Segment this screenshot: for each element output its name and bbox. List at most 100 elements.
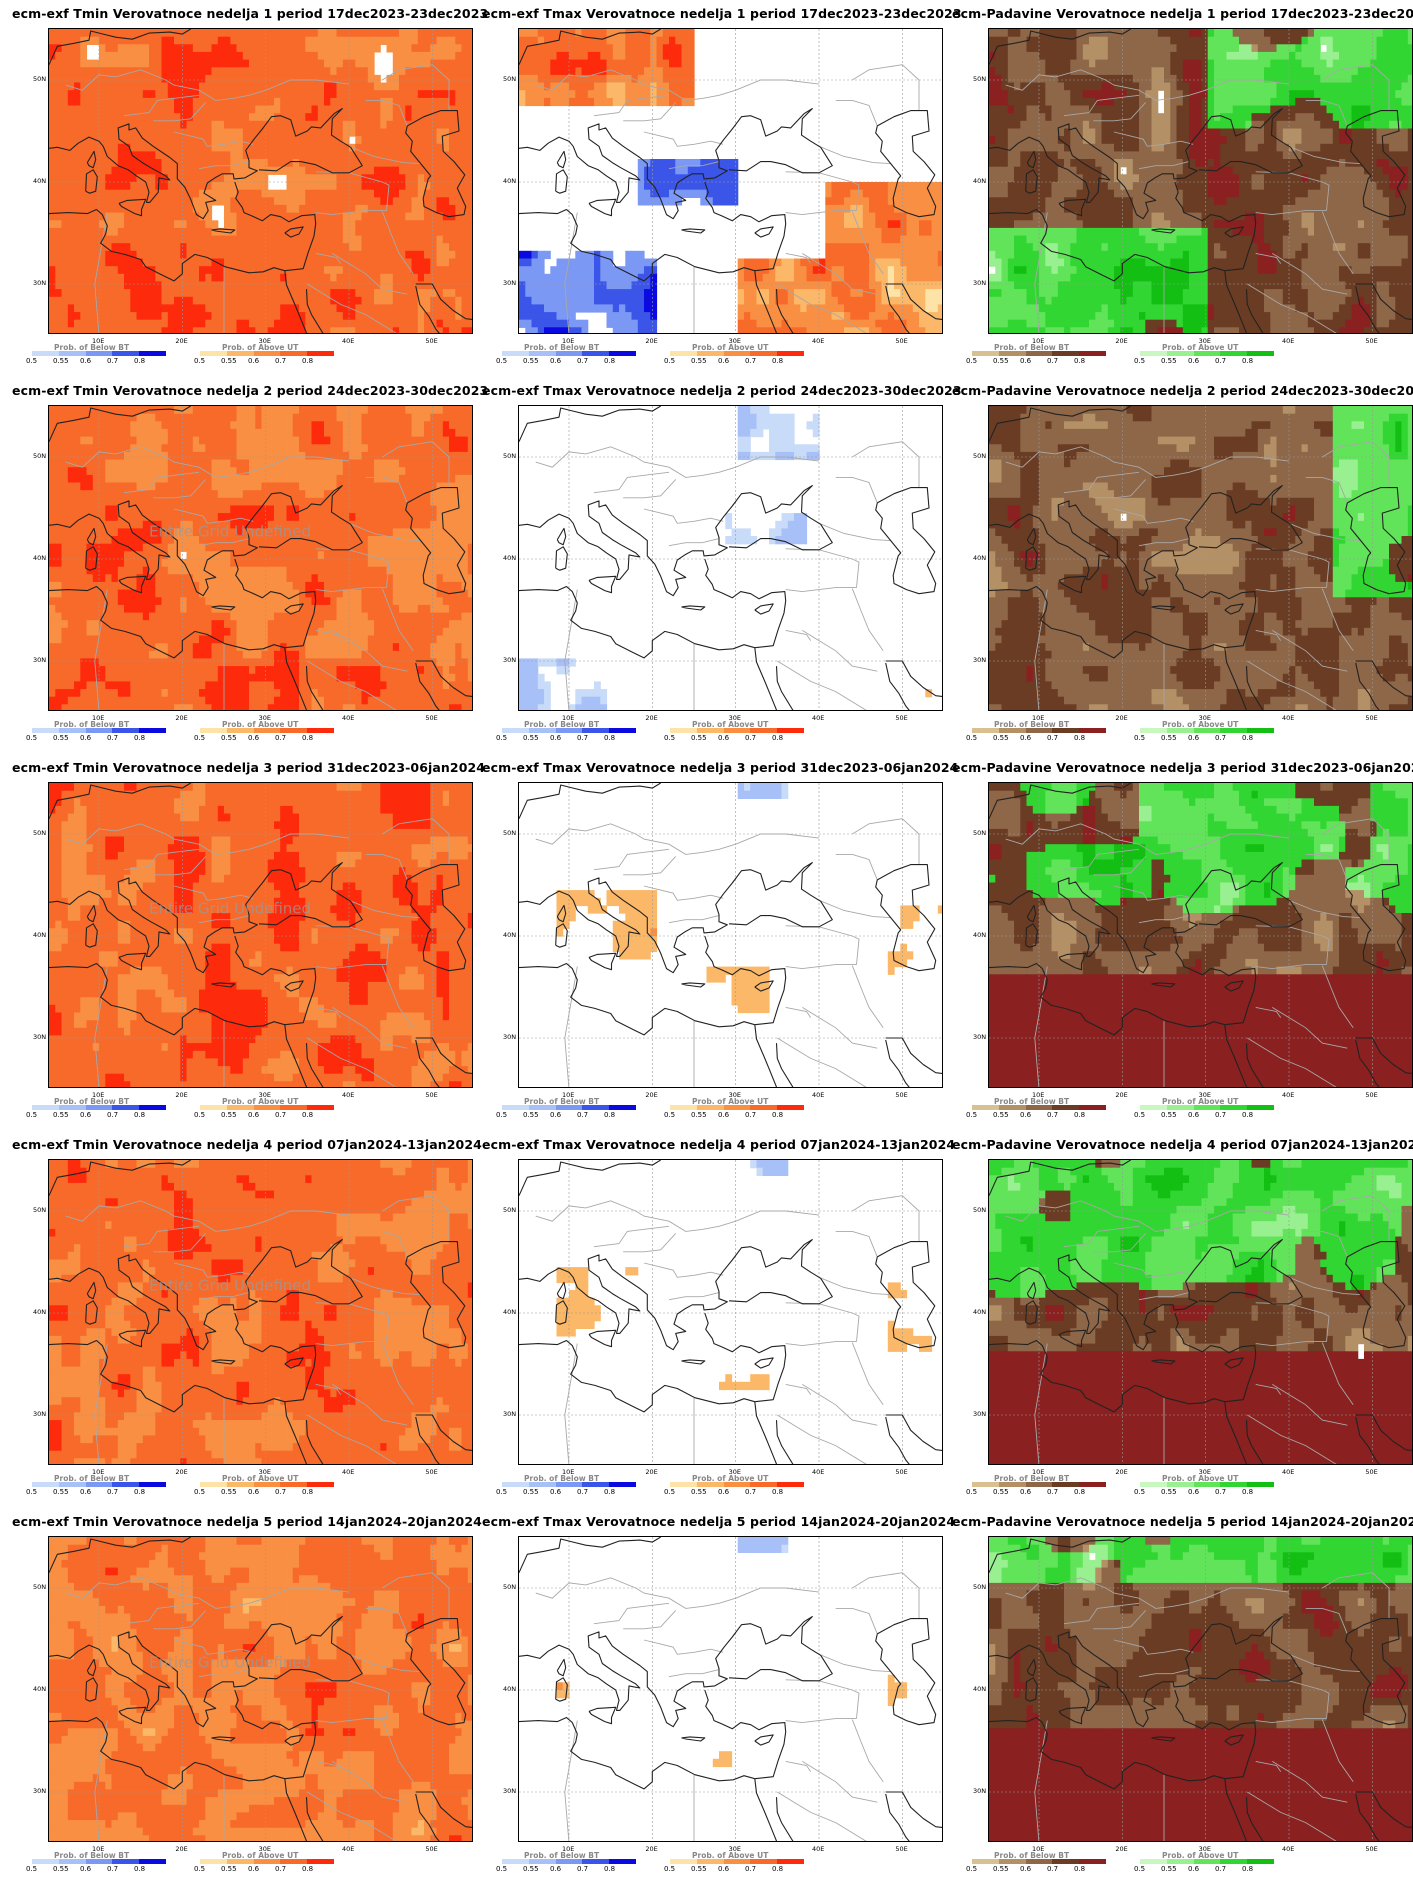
country-border [835, 476, 878, 504]
forecast-map-panel: ecm-exf Tmin Verovatnoce nedelja 2 perio… [12, 377, 488, 756]
map-canvas [989, 406, 1412, 710]
coastline [885, 1793, 910, 1841]
latitude-tick: 50N [503, 829, 516, 837]
colorbar-tick-label: 0.7 [745, 357, 756, 365]
country-border [94, 966, 108, 1087]
country-border [851, 211, 884, 275]
country-border [777, 1791, 867, 1841]
coastline [49, 181, 317, 282]
latitude-tick: 50N [33, 75, 46, 83]
country-border [818, 522, 891, 542]
coastline [49, 29, 191, 65]
colorbar-tick-label: 0.55 [691, 734, 707, 742]
coastline [989, 29, 1131, 65]
coastline [118, 952, 147, 971]
latitude-tick: 30N [503, 279, 516, 287]
colorbar-tick-label: 0.5 [966, 1865, 977, 1873]
colorbar-swatch [1247, 351, 1274, 356]
country-border [623, 1610, 677, 1630]
colorbar-swatch [582, 1482, 610, 1487]
coastline [284, 1778, 308, 1841]
country-border [777, 660, 867, 710]
country-border [1093, 1610, 1147, 1630]
longitude-tick: 50E [895, 337, 907, 345]
colorbar-swatch [528, 1859, 556, 1864]
colorbar-tick-label: 0.5 [26, 357, 37, 365]
colorbar-swatch [555, 1859, 583, 1864]
country-border [365, 99, 408, 127]
above-colorbar [670, 728, 804, 733]
colorbar-swatch [139, 1105, 166, 1110]
coastline [1355, 1414, 1412, 1452]
latitude-tick: 30N [503, 1787, 516, 1795]
colorbar-swatch [1079, 1482, 1106, 1487]
colorbar-tick-label: 0.55 [993, 1488, 1009, 1496]
forecast-map-panel: ecm-exf Tmin Verovatnoce nedelja 3 perio… [12, 754, 485, 1133]
panel-title: ecm-exf Tmin Verovatnoce nedelja 4 perio… [12, 1137, 482, 1152]
below-colorbar [502, 1482, 636, 1487]
panel-title: ecm-exf Tmin Verovatnoce nedelja 3 perio… [12, 760, 485, 775]
probability-shading [556, 1160, 933, 1391]
country-border [623, 856, 677, 876]
colorbar-swatch [32, 728, 59, 733]
colorbar-tick-label: 0.7 [1215, 1111, 1226, 1119]
colorbar-tick-label: 0.5 [1134, 1111, 1145, 1119]
country-border [315, 587, 387, 593]
map-canvas [989, 1160, 1412, 1464]
coastline [1355, 1037, 1412, 1075]
colorbar-tick-label: 0.5 [496, 357, 507, 365]
graticule [49, 406, 472, 710]
colorbar-tick-label: 0.6 [1020, 734, 1031, 742]
probability-map [48, 28, 473, 334]
colorbar-swatch [200, 728, 227, 733]
map-canvas: Entire Grid Undefined [49, 1537, 472, 1841]
coastline [1355, 1791, 1412, 1829]
longitude-tick: 10E [562, 1091, 574, 1099]
coastline [49, 783, 191, 819]
colorbar-tick-label: 0.8 [772, 734, 783, 742]
longitude-tick: 50E [1365, 337, 1377, 345]
coastline [1151, 605, 1176, 611]
coastline [1025, 923, 1038, 948]
colorbar-tick-label: 0.55 [221, 734, 237, 742]
probability-map [518, 1159, 943, 1465]
colorbar-tick-label: 0.7 [275, 734, 286, 742]
longitude-tick: 30E [729, 1091, 741, 1099]
colorbar-swatch [307, 728, 334, 733]
probability-shading [49, 1160, 472, 1464]
colorbar-tick-label: 0.6 [1020, 357, 1031, 365]
country-border [123, 1602, 200, 1625]
colorbar-swatch [750, 1105, 778, 1110]
colorbar-swatch [998, 1105, 1026, 1110]
colorbar-tick-label: 0.7 [275, 1488, 286, 1496]
longitude-tick: 10E [92, 1845, 104, 1853]
colorbar-swatch [502, 1859, 529, 1864]
latitude-tick: 30N [973, 656, 986, 664]
coastline [989, 1312, 1257, 1413]
country-border [623, 1233, 677, 1253]
coastline [588, 952, 617, 971]
probability-map [988, 1159, 1413, 1465]
colorbar-tick-label: 0.7 [577, 1488, 588, 1496]
probability-shading [49, 1537, 472, 1841]
coastline [86, 150, 97, 169]
longitude-tick: 40E [812, 1468, 824, 1476]
colorbar-swatch [1247, 728, 1274, 733]
colorbar-swatch [696, 1482, 724, 1487]
country-border [785, 548, 860, 588]
colorbar-swatch [1079, 1859, 1106, 1864]
above-colorbar-title: Prob. of Above UT [222, 343, 298, 352]
colorbar-tick-label: 0.7 [745, 1111, 756, 1119]
coastline [519, 862, 833, 974]
longitude-tick: 30E [729, 337, 741, 345]
country-border [1034, 589, 1048, 710]
country-border [65, 823, 350, 855]
latitude-tick: 30N [33, 1410, 46, 1418]
country-border [593, 1602, 670, 1625]
coastline [1151, 1736, 1176, 1742]
colorbar-swatch [85, 728, 113, 733]
longitude-tick: 40E [342, 337, 354, 345]
coastline [519, 29, 661, 65]
coastline [989, 935, 1257, 1036]
colorbar-swatch [998, 351, 1026, 356]
